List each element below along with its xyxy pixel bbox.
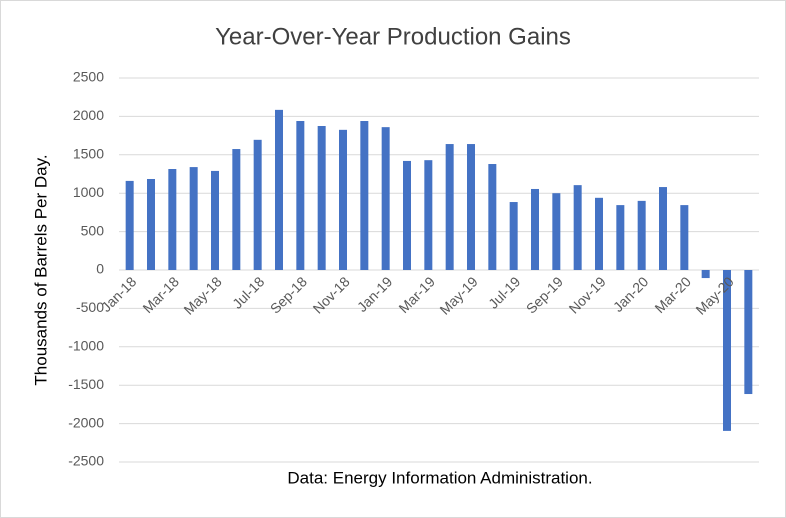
bar bbox=[275, 109, 283, 270]
bar bbox=[403, 160, 411, 270]
y-tick-label: -2500 bbox=[68, 453, 104, 469]
chart-title: Year-Over-Year Production Gains bbox=[215, 23, 571, 50]
y-tick-label: 1500 bbox=[73, 146, 104, 162]
bar bbox=[552, 193, 561, 270]
bar bbox=[744, 270, 753, 395]
y-tick-label: 0 bbox=[96, 261, 104, 277]
bar bbox=[168, 169, 177, 270]
bar bbox=[360, 121, 369, 271]
source-note: Data: Energy Information Administration. bbox=[287, 468, 592, 487]
bar bbox=[509, 202, 518, 270]
y-tick-label: -1500 bbox=[68, 376, 104, 392]
bar bbox=[296, 121, 305, 271]
y-tick-label: 2000 bbox=[73, 107, 104, 123]
bar bbox=[339, 129, 347, 270]
bar bbox=[147, 178, 155, 270]
bar bbox=[488, 164, 497, 270]
bar bbox=[317, 126, 326, 270]
bar bbox=[381, 127, 390, 270]
bar bbox=[680, 205, 689, 270]
bar bbox=[616, 205, 625, 270]
bar bbox=[531, 188, 539, 270]
y-tick-label: -500 bbox=[76, 299, 104, 315]
bar bbox=[211, 170, 219, 270]
bar bbox=[573, 185, 582, 270]
y-axis-title: Thousands of Barrels Per Day. bbox=[31, 154, 50, 385]
y-tick-label: 500 bbox=[81, 222, 105, 238]
bar bbox=[445, 144, 454, 270]
y-tick-label: 2500 bbox=[73, 69, 104, 85]
y-tick-label: -2000 bbox=[68, 414, 104, 430]
bar bbox=[232, 149, 241, 270]
bar bbox=[723, 270, 731, 431]
bar bbox=[189, 167, 198, 270]
y-tick-label: -1000 bbox=[68, 338, 104, 354]
bar bbox=[595, 197, 603, 270]
bar bbox=[659, 187, 667, 270]
y-tick-label: 1000 bbox=[73, 184, 104, 200]
bar bbox=[424, 160, 433, 270]
bar bbox=[467, 144, 475, 270]
bar bbox=[253, 139, 262, 270]
bar bbox=[125, 180, 134, 270]
bar bbox=[701, 270, 710, 279]
bar bbox=[637, 200, 646, 270]
